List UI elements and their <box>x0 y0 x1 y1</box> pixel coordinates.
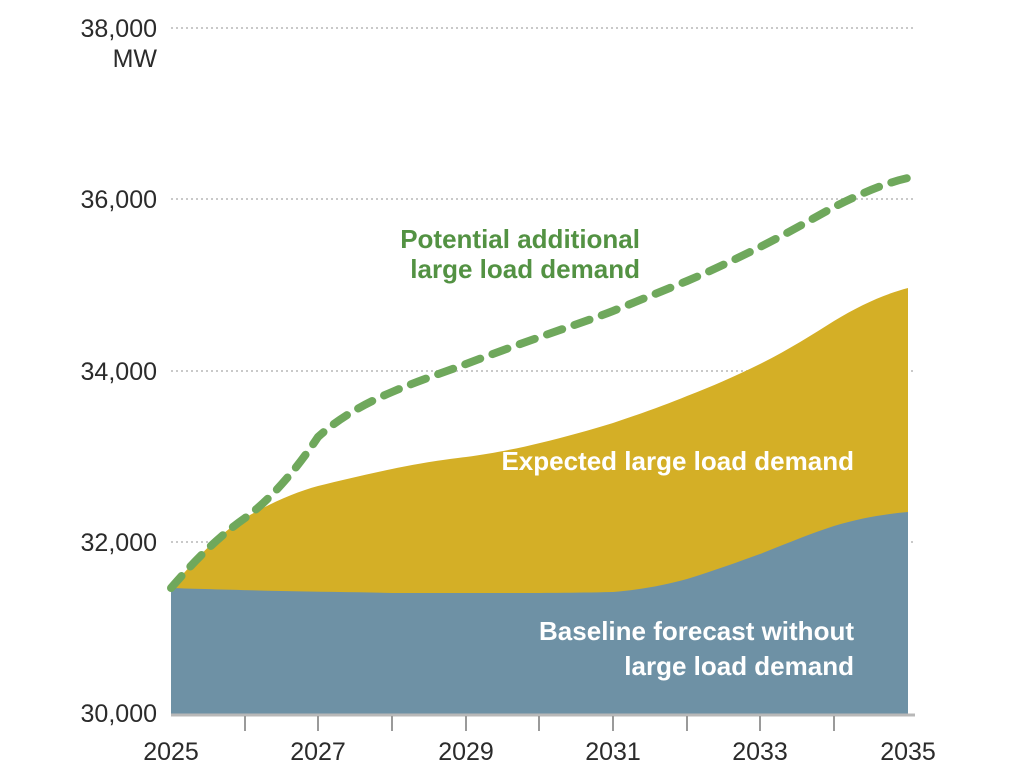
x-axis-ticks <box>244 716 835 731</box>
x-axis-label-2027: 2027 <box>290 738 346 766</box>
y-axis-label-32000: 32,000 <box>81 529 157 557</box>
y-axis-label-34000: 34,000 <box>81 358 157 386</box>
y-axis-label-36000: 36,000 <box>81 186 157 214</box>
annotation-potential-line-1: Potential additional <box>400 224 640 254</box>
annotation-expected-line-1: Expected large load demand <box>501 446 854 476</box>
annotation-baseline-forecast: Baseline forecast without large load dem… <box>539 616 854 681</box>
x-axis-label-2031: 2031 <box>585 738 641 766</box>
x-axis-label-2025: 2025 <box>143 738 199 766</box>
annotation-potential-additional: Potential additional large load demand <box>400 224 640 284</box>
x-axis-labels: 2025 2027 2029 2031 2033 2035 <box>143 738 936 766</box>
y-axis-label-30000: 30,000 <box>81 700 157 728</box>
annotation-baseline-line-2: large load demand <box>624 651 854 681</box>
line-potential-additional-large-load-demand <box>167 174 912 592</box>
annotation-baseline-line-1: Baseline forecast without <box>539 616 854 646</box>
x-axis-label-2029: 2029 <box>438 738 494 766</box>
y-axis-labels: 38,000 MW 36,000 34,000 32,000 30,000 <box>81 15 158 728</box>
x-axis-label-2035: 2035 <box>880 738 936 766</box>
y-axis-unit-label: MW <box>113 45 158 73</box>
annotation-potential-line-2: large load demand <box>410 254 640 284</box>
x-axis-label-2033: 2033 <box>732 738 788 766</box>
area-baseline-forecast <box>171 512 908 714</box>
y-axis-label-38000: 38,000 <box>81 15 157 43</box>
annotation-expected-large-load-demand: Expected large load demand <box>501 446 854 476</box>
